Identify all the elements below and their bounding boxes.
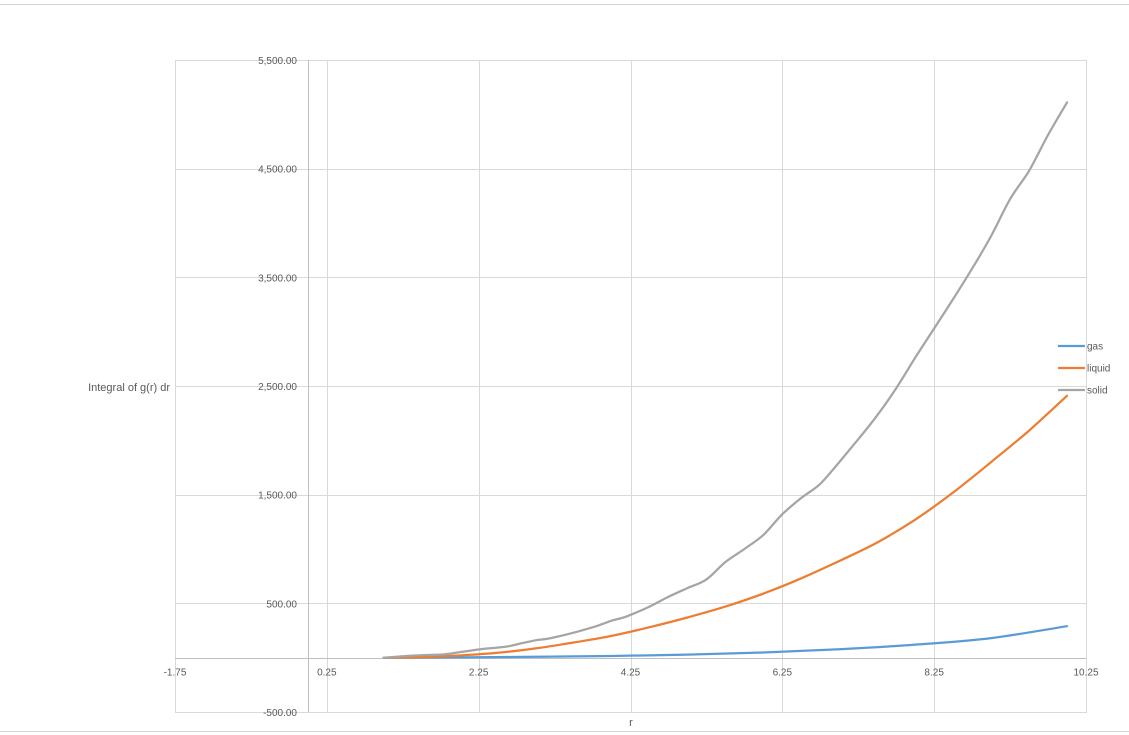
y-tick-label: 2,500.00	[258, 382, 297, 393]
series-line-gas	[382, 625, 1069, 659]
tick-labels: -500.00 500.00 1,500.00 2,500.00 3,500.00 4,5…	[164, 56, 1099, 719]
y-tick-label: 3,500.00	[258, 273, 297, 284]
legend-item-liquid: liquid	[1058, 364, 1110, 375]
y-axis-title: Integral of g(r) dr	[88, 382, 170, 394]
x-tick-label: 4.25	[621, 668, 641, 679]
legend-label: solid	[1087, 386, 1108, 397]
y-tick-label: 5,500.00	[258, 56, 297, 67]
x-tick-label: 6.25	[773, 668, 793, 679]
x-axis-title: r	[629, 717, 633, 729]
y-tick-label: 4,500.00	[258, 165, 297, 176]
y-tick-label: 1,500.00	[258, 491, 297, 502]
x-tick-label: -1.75	[164, 668, 187, 679]
x-tick-label: 2.25	[469, 668, 489, 679]
x-tick-label: 8.25	[924, 668, 944, 679]
y-tick-label: 500.00	[266, 599, 297, 610]
legend-label: gas	[1087, 342, 1103, 353]
series-layer	[382, 101, 1069, 659]
series-line-solid	[382, 101, 1069, 659]
gridlines	[175, 60, 1087, 713]
legend-label: liquid	[1087, 364, 1110, 375]
legend-item-gas: gas	[1058, 342, 1103, 353]
x-tick-label: 10.25	[1073, 668, 1098, 679]
series-line-liquid	[382, 394, 1069, 659]
legend-item-solid: solid	[1058, 386, 1108, 397]
x-tick-label: 0.25	[317, 668, 337, 679]
legend: gas liquid solid	[1058, 342, 1110, 397]
y-tick-label: -500.00	[263, 708, 297, 719]
